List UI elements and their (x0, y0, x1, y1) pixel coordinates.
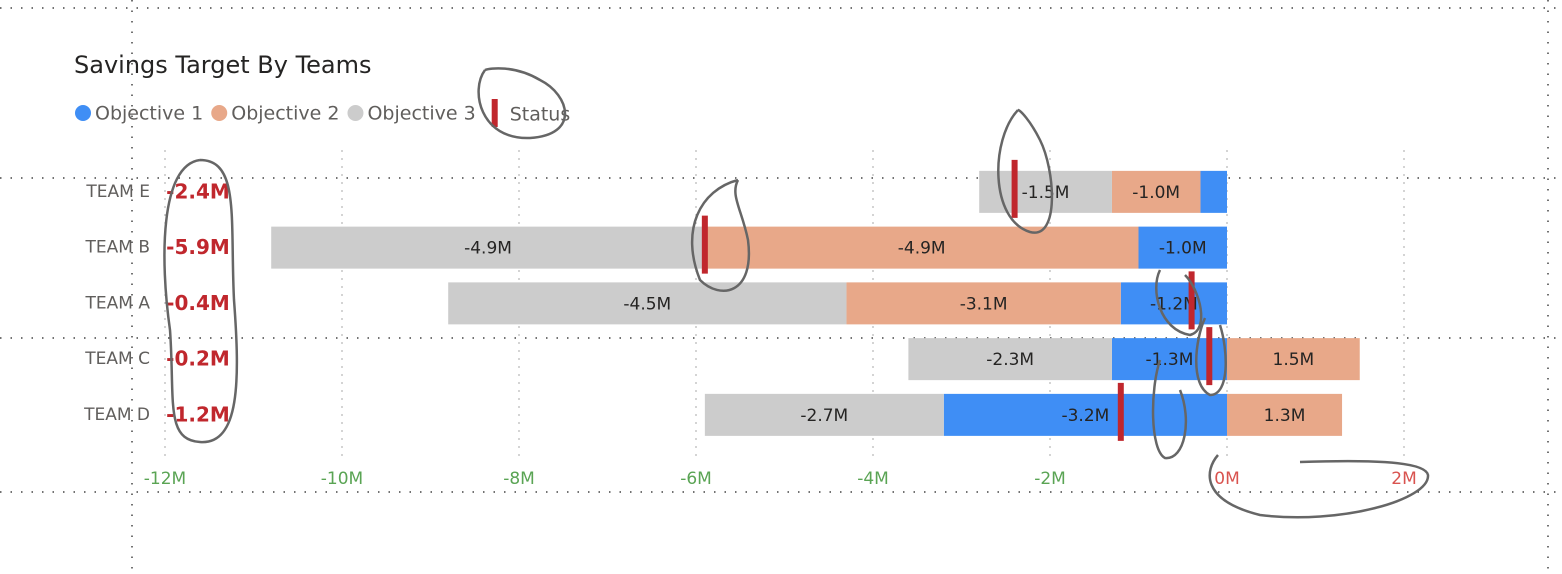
x-tick-label: -12M (144, 469, 186, 489)
bar-segment (1111, 170, 1201, 213)
bar-segment (1227, 393, 1343, 436)
data-label: -1.2M (1150, 294, 1198, 314)
bar-segment (908, 338, 1112, 381)
x-tick-label: 0M (1214, 469, 1239, 489)
y-tick-label: TEAM E (85, 182, 150, 202)
bar-segment (1227, 338, 1360, 381)
x-tick-label: -10M (321, 469, 363, 489)
chart-title: Savings Target By Teams (74, 51, 372, 79)
data-label: -4.9M (464, 239, 512, 259)
x-tick-label: -8M (503, 469, 535, 489)
legend-label: Objective 3 (367, 103, 475, 125)
data-label: -4.5M (623, 294, 671, 314)
data-label: -2.7M (800, 406, 848, 426)
legend-marker (347, 105, 364, 121)
legend-marker (491, 99, 498, 127)
x-tick-label: -2M (1034, 469, 1066, 489)
status-label: -5.9M (166, 235, 230, 259)
status-label: -0.4M (166, 291, 230, 315)
bar-segment (704, 226, 1139, 269)
status-label: -0.2M (166, 347, 230, 371)
bar-segment (943, 393, 1227, 436)
status-marker (701, 215, 708, 274)
plot: -12M -10M -8M -6M -4M -2M 0M 2M TEAM E -2.4M -1.0M… (83, 150, 1417, 489)
bar-segment (271, 226, 705, 269)
bar-segment (1138, 226, 1227, 269)
status-marker (1206, 327, 1213, 386)
legend-marker (211, 105, 228, 121)
bar-segment (1200, 170, 1227, 213)
bar-segment (704, 393, 944, 436)
legend-marker (75, 105, 91, 121)
data-label: -1.0M (1132, 183, 1180, 203)
status-marker (1188, 271, 1195, 330)
status-label: -2.4M (166, 179, 230, 203)
bar-segment (846, 282, 1121, 325)
x-tick-label: -4M (857, 469, 889, 489)
data-label: 1.5M (1273, 350, 1315, 370)
x-tick-label: -6M (680, 469, 712, 489)
data-label: -1.3M (1146, 350, 1194, 370)
legend: Objective 1 Objective 2 Objective 3 Status (75, 99, 570, 127)
data-label: -1.0M (1159, 239, 1207, 259)
status-marker (1117, 382, 1124, 441)
data-label: -4.9M (898, 239, 946, 259)
data-label: -2.3M (986, 350, 1034, 370)
y-tick-label: TEAM C (84, 349, 150, 369)
x-tick-label: 2M (1391, 469, 1416, 489)
data-label: -1.5M (1022, 183, 1070, 203)
legend-label: Objective 1 (95, 103, 203, 125)
bar-segment (1120, 282, 1227, 325)
status-marker (1011, 159, 1018, 218)
data-label: 1.3M (1264, 406, 1306, 426)
data-label: -3.1M (960, 294, 1008, 314)
legend-label: Objective 2 (231, 103, 339, 125)
bar-segment (448, 282, 847, 325)
y-tick-label: TEAM A (85, 293, 151, 313)
scribbles (163, 67, 1430, 519)
y-tick-label: TEAM B (85, 238, 151, 258)
data-label: -3.2M (1061, 406, 1109, 426)
y-tick-label: TEAM D (83, 405, 150, 425)
legend-label: Status (510, 104, 571, 126)
